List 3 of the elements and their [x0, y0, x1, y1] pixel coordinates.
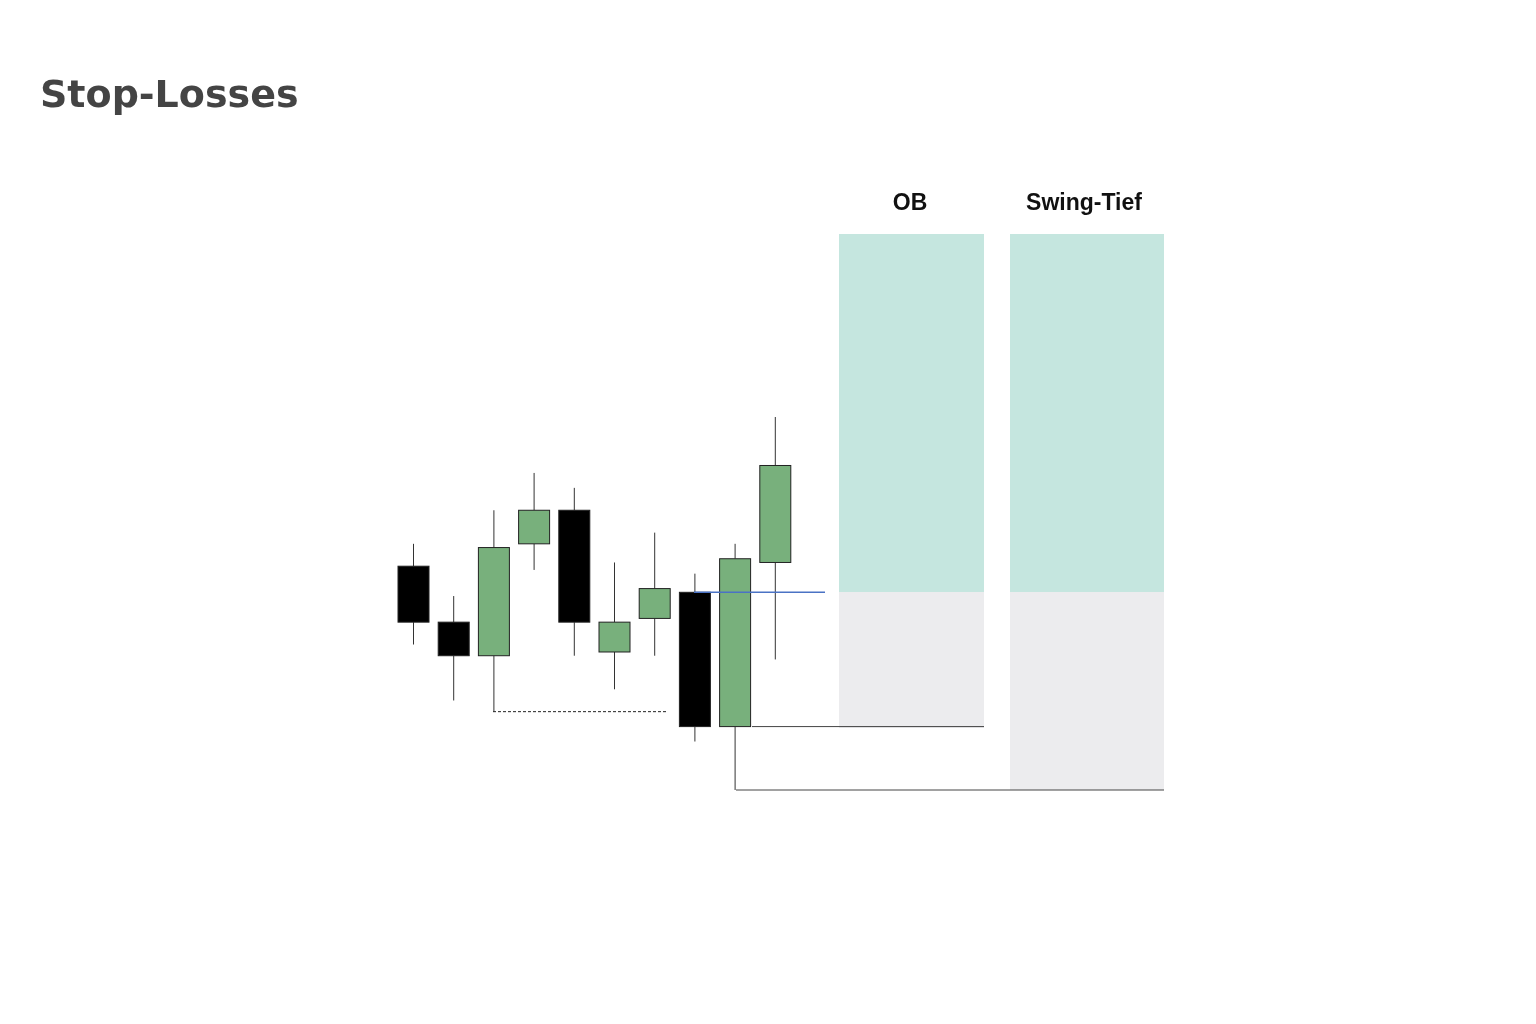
- text: Swing-Tief: [1026, 189, 1143, 215]
- text: OB: [892, 189, 928, 215]
- chart-title: Stop-Losses: [40, 72, 299, 116]
